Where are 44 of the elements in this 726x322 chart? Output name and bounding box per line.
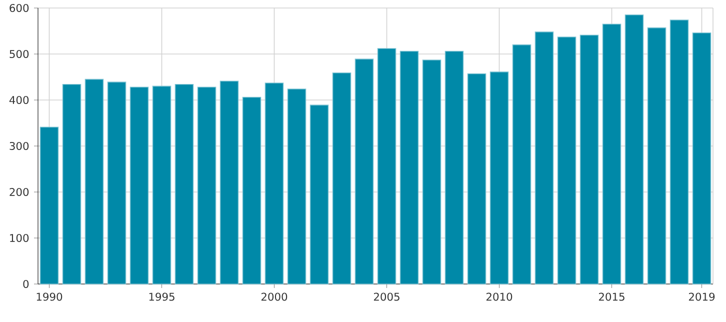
- bar: [670, 20, 689, 284]
- bar: [692, 32, 712, 284]
- bar: [332, 72, 352, 284]
- y-tick-label: 0: [23, 280, 29, 288]
- bar: [220, 80, 239, 284]
- bar: [467, 73, 486, 284]
- bar: [624, 14, 644, 284]
- x-tick-label: 2005: [374, 292, 400, 301]
- bar: [152, 86, 172, 284]
- bar: [444, 50, 464, 284]
- bar: [490, 72, 509, 284]
- y-tick-label: 600: [10, 4, 29, 12]
- x-tick-label: 1995: [149, 292, 174, 301]
- bar: [287, 88, 306, 284]
- y-tick-label: 400: [9, 96, 29, 104]
- bar: [84, 78, 104, 284]
- bar: [174, 84, 194, 284]
- bar: [310, 104, 329, 284]
- x-tick-label: 2000: [261, 292, 288, 301]
- bar: [512, 44, 532, 284]
- y-tick-label: 100: [10, 234, 29, 242]
- x-tick-label: 1990: [36, 292, 62, 301]
- bar: [422, 60, 442, 284]
- y-tick-label: 300: [10, 142, 29, 150]
- bar: [264, 82, 284, 284]
- bar: [354, 58, 374, 284]
- bar: [377, 48, 396, 284]
- bar: [197, 86, 216, 284]
- bar: [62, 84, 82, 284]
- bar: [580, 34, 599, 284]
- x-tick-label: 2019: [688, 292, 715, 301]
- bar: [40, 126, 59, 284]
- bar: [130, 86, 149, 284]
- bar: [242, 96, 262, 284]
- y-tick-label: 500: [10, 50, 29, 58]
- bar: [400, 50, 419, 284]
- bar: [534, 32, 554, 284]
- bar: [107, 82, 126, 284]
- bar: [602, 24, 622, 284]
- x-tick-label: 2015: [598, 292, 624, 301]
- x-tick-label: 2010: [486, 292, 512, 301]
- y-tick-label: 200: [10, 188, 29, 196]
- bar: [647, 27, 666, 284]
- bar: [557, 36, 576, 284]
